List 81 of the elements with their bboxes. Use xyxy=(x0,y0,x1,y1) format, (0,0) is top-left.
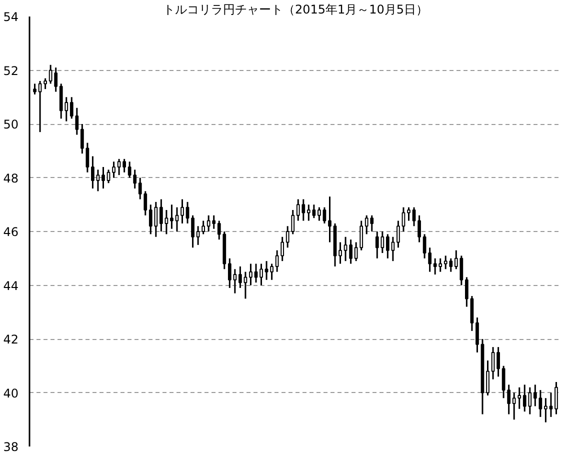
candlestick xyxy=(38,80,42,133)
candlestick xyxy=(102,166,105,190)
y-tick-label: 54 xyxy=(3,10,19,24)
candlestick xyxy=(144,190,148,216)
candlestick xyxy=(428,246,432,273)
candlestick xyxy=(186,201,190,224)
candlestick xyxy=(191,214,194,248)
candlestick xyxy=(422,233,426,260)
candlestick xyxy=(491,346,495,380)
candlestick xyxy=(465,276,468,308)
candlestick xyxy=(249,263,252,286)
candlestick xyxy=(349,238,352,264)
candlestick xyxy=(280,236,284,262)
candlestick xyxy=(544,397,548,424)
candlestick xyxy=(412,206,416,227)
candlestick xyxy=(354,242,358,262)
candlestick xyxy=(554,381,558,415)
candlestick xyxy=(391,236,395,262)
y-tick-label: 48 xyxy=(3,171,19,186)
candlestick xyxy=(196,225,200,246)
candlestick xyxy=(360,220,364,252)
candlestick xyxy=(344,236,348,262)
candlestick xyxy=(507,384,511,415)
candlestick xyxy=(264,260,268,281)
candlestick xyxy=(322,206,326,224)
candlestick xyxy=(486,360,490,396)
candlestick xyxy=(70,96,74,120)
y-tick-label: 40 xyxy=(3,386,19,400)
candlestick xyxy=(306,204,310,222)
y-tick-label: 42 xyxy=(3,332,19,346)
candlestick xyxy=(164,209,168,235)
chart-title: トルコリラ円チャート（2015年1月～10月5日） xyxy=(162,2,428,16)
candlestick xyxy=(407,206,410,222)
candlestick xyxy=(286,225,290,248)
candlestick xyxy=(170,204,174,230)
candlestick xyxy=(476,316,479,354)
candlestick xyxy=(502,365,506,399)
candlestick xyxy=(512,392,516,420)
candlestick xyxy=(318,206,321,222)
candlestick xyxy=(160,198,163,232)
y-tick-label: 50 xyxy=(3,118,19,132)
candlestick xyxy=(386,233,390,260)
candlestick xyxy=(338,242,342,264)
candlestick xyxy=(96,168,100,192)
candlestick xyxy=(175,206,179,232)
candlestick xyxy=(106,168,110,184)
candlestick xyxy=(518,386,522,410)
candlestick xyxy=(244,271,248,300)
candlestick xyxy=(217,220,221,240)
candlestick xyxy=(312,204,316,219)
candlestick xyxy=(418,214,421,243)
candlestick xyxy=(33,82,36,96)
candlestick xyxy=(533,384,537,407)
candlestick xyxy=(275,250,279,273)
candlestick xyxy=(328,196,332,243)
candlestick xyxy=(270,263,274,281)
candlestick xyxy=(138,177,142,200)
candlestick xyxy=(128,160,132,178)
candlestick xyxy=(202,220,206,235)
candlestick xyxy=(86,142,90,174)
candlestick xyxy=(44,78,47,90)
y-tick-label: 52 xyxy=(3,64,19,78)
candlestick xyxy=(549,392,553,418)
candlestick xyxy=(117,158,121,176)
candlestick xyxy=(122,158,126,174)
y-tick-label: 44 xyxy=(3,278,19,293)
candlestick xyxy=(180,198,184,224)
candlestick xyxy=(260,263,263,286)
candlestick xyxy=(112,160,116,178)
candlestick xyxy=(133,168,137,190)
candlestick xyxy=(80,123,84,154)
candlestick xyxy=(496,346,500,378)
candlestick xyxy=(538,389,542,418)
candlestick xyxy=(91,156,94,190)
candlestick xyxy=(291,209,295,235)
candlestick xyxy=(238,266,242,289)
y-tick-label: 38 xyxy=(3,440,19,454)
candlestick xyxy=(75,107,79,136)
candlestick xyxy=(402,206,406,232)
candlestick xyxy=(396,220,400,248)
y-tick-label: 46 xyxy=(3,225,19,239)
